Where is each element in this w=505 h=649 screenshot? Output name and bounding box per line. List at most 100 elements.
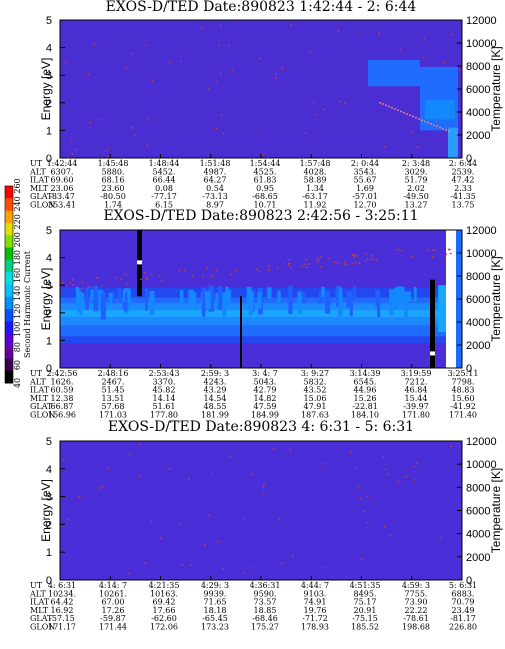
ephemeris-cell: -68.65 — [252, 192, 278, 201]
temperature-point — [178, 269, 181, 272]
intensity-speck — [149, 290, 155, 316]
temperature-point — [411, 255, 414, 258]
ephemeris-row-label: ALT — [29, 167, 46, 176]
temperature-point — [344, 102, 346, 105]
temperature-point — [412, 465, 415, 468]
temperature-point — [320, 255, 322, 258]
temperature-point — [62, 458, 65, 461]
y-tick-label: 5 — [46, 15, 52, 27]
temperature-point — [88, 286, 91, 289]
temperature-point — [450, 445, 452, 448]
temperature-point — [354, 261, 357, 264]
intensity-speck — [377, 290, 381, 318]
temperature-point — [222, 132, 225, 135]
ephemeris-cell: 4:59: 3 — [402, 581, 430, 590]
temperature-point — [346, 263, 349, 266]
y2-axis-label: Temperature [K] — [489, 256, 503, 341]
temperature-point — [250, 473, 253, 475]
temperature-point — [442, 127, 444, 130]
temperature-point — [377, 32, 380, 35]
y2-tick-label: 6000 — [466, 506, 490, 518]
ephemeris-cell: 13.27 — [405, 201, 428, 210]
ephemeris-cell: 1:45:48 — [98, 159, 129, 168]
y-tick-label: 4 — [46, 253, 52, 265]
temperature-point — [412, 115, 414, 118]
temperature-point — [328, 257, 330, 260]
y-tick-label: 0 — [46, 575, 52, 587]
temperature-point — [129, 453, 132, 456]
temperature-point — [449, 252, 452, 255]
ephemeris-cell: 45.82 — [153, 386, 176, 395]
y2-tick-label: 12000 — [466, 225, 497, 237]
temperature-point — [400, 249, 403, 252]
y2-tick-label: 12000 — [466, 15, 497, 27]
ephemeris-cell: 1:51:48 — [200, 159, 231, 168]
temperature-point — [430, 123, 432, 125]
colorbar-swatch — [5, 247, 13, 261]
intensity-band — [448, 127, 458, 158]
colorbar-swatch — [5, 210, 13, 224]
temperature-point — [188, 478, 190, 481]
y2-tick-label: 8000 — [466, 61, 490, 73]
temperature-point — [243, 572, 245, 574]
ephemeris-cell: 48.83 — [452, 386, 475, 395]
ephemeris-cell: 1:42:44 — [47, 159, 78, 168]
temperature-point — [431, 255, 434, 258]
panel-title: EXOS-D/TED Date:890823 1:42:44 - 2: 6:44 — [106, 0, 417, 15]
ephemeris-cell: 4:14: 7 — [99, 581, 127, 590]
ephemeris-cell: 0.08 — [155, 184, 173, 193]
temperature-point — [421, 119, 423, 122]
temperature-point — [231, 69, 233, 72]
temperature-point — [267, 264, 270, 267]
temperature-point — [180, 60, 183, 63]
ephemeris-cell: 15.26 — [354, 394, 377, 403]
intensity-speck — [321, 286, 325, 297]
temperature-point — [222, 568, 224, 570]
intensity-speck — [257, 291, 262, 309]
ephemeris-cell: 58.89 — [304, 176, 327, 185]
temperature-point — [261, 153, 264, 156]
ephemeris-cell: 15.06 — [304, 394, 327, 403]
temperature-point — [400, 110, 402, 113]
temperature-point — [305, 258, 308, 261]
intensity-speck — [375, 289, 379, 307]
temperature-point — [288, 262, 290, 265]
temperature-point — [106, 155, 109, 158]
colorbar-swatch — [5, 235, 13, 249]
temperature-point — [218, 44, 220, 47]
ephemeris-row-label: GLAT — [30, 402, 53, 411]
temperature-point — [168, 467, 171, 470]
ephemeris-row-label: MLT — [30, 606, 49, 615]
ephemeris-row-label: GLON — [30, 623, 55, 632]
ephemeris-row-label: GLON — [30, 201, 55, 210]
temperature-point — [416, 146, 419, 148]
y2-tick-label: 2000 — [466, 552, 490, 564]
ephemeris-cell: 11.92 — [304, 201, 327, 210]
ephemeris-cell: -49.50 — [403, 192, 429, 201]
ephemeris-cell: 22.22 — [405, 606, 428, 615]
ephemeris-cell: 55.67 — [354, 176, 377, 185]
temperature-point — [100, 118, 103, 121]
y2-tick-label: 10000 — [466, 459, 497, 471]
temperature-point — [72, 284, 75, 286]
temperature-point — [427, 121, 429, 124]
ephemeris-cell: 4:44: 7 — [301, 581, 329, 590]
colorbar-tick-label: 100 — [13, 322, 22, 337]
ephemeris-cell: 10234. — [48, 589, 76, 598]
panel-title: EXOS-D/TED Date:890823 2:42:56 - 3:25:11 — [103, 208, 418, 224]
ephemeris-cell: 1:54:44 — [250, 159, 281, 168]
ephemeris-cell: 2:53:43 — [149, 369, 180, 378]
temperature-point — [384, 145, 386, 148]
temperature-point — [78, 495, 81, 498]
ephemeris-cell: 17.26 — [102, 606, 125, 615]
y2-axis-label: Temperature [K] — [489, 468, 503, 553]
colorbar-tick-label: 60 — [13, 360, 22, 370]
colorbar-swatch — [5, 259, 13, 273]
intensity-speck — [75, 287, 80, 308]
ephemeris-cell: 5: 6:31 — [449, 581, 477, 590]
ephemeris-cell: 9939. — [204, 589, 227, 598]
y-tick-label: 2 — [46, 308, 52, 320]
ephemeris-cell: 156.96 — [48, 411, 76, 420]
